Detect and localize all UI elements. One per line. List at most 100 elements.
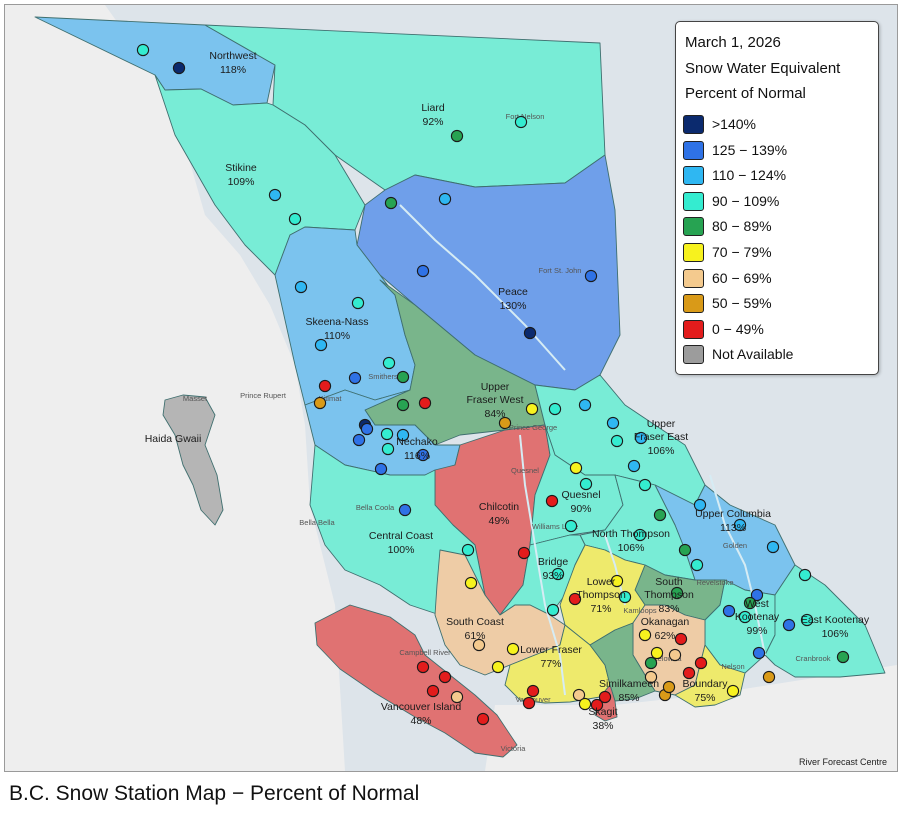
station-marker-peace[interactable]: [374, 462, 388, 476]
station-marker-nechako[interactable]: [416, 448, 430, 462]
station-marker-west-kootenay[interactable]: [743, 596, 757, 610]
station-marker-south-coast[interactable]: [464, 576, 478, 590]
station-marker-upper-fraser-east[interactable]: [634, 431, 648, 445]
region-similkameen[interactable]: [589, 622, 656, 702]
station-marker-lower-fraser[interactable]: [526, 684, 540, 698]
station-marker-upper-fraser-east[interactable]: [578, 398, 592, 412]
station-marker-central-coast[interactable]: [398, 503, 412, 517]
region-east-kootenay[interactable]: [764, 564, 886, 678]
station-marker-stikine[interactable]: [288, 212, 302, 226]
station-marker-okanagan[interactable]: [674, 632, 688, 646]
station-marker-bridge[interactable]: [568, 592, 582, 606]
station-marker-stikine[interactable]: [268, 188, 282, 202]
station-marker-upper-columbia[interactable]: [766, 540, 780, 554]
station-marker-quesnel[interactable]: [569, 461, 583, 475]
station-marker-lower-thompson[interactable]: [618, 590, 632, 604]
station-marker-quesnel[interactable]: [545, 494, 559, 508]
station-marker-nechako[interactable]: [380, 427, 394, 441]
region-vancouver-island[interactable]: [314, 604, 518, 758]
station-marker-nechako[interactable]: [360, 422, 374, 436]
town-label-kamloops: Kamloops: [623, 606, 657, 615]
station-marker-bridge[interactable]: [546, 603, 560, 617]
station-marker-skeena-nass[interactable]: [313, 396, 327, 410]
station-marker-south-thompson[interactable]: [690, 558, 704, 572]
town-label-campbell-river: Campbell River: [399, 648, 451, 657]
station-marker-okanagan[interactable]: [682, 666, 696, 680]
station-marker-similkameen[interactable]: [662, 680, 676, 694]
station-marker-quesnel[interactable]: [579, 477, 593, 491]
station-marker-west-kootenay[interactable]: [762, 670, 776, 684]
station-marker-upper-columbia[interactable]: [750, 588, 764, 602]
station-marker-lower-fraser[interactable]: [506, 642, 520, 656]
station-marker-upper-fraser-east[interactable]: [525, 402, 539, 416]
station-marker-upper-fraser-east[interactable]: [606, 416, 620, 430]
station-marker-north-thompson[interactable]: [638, 478, 652, 492]
station-marker-bridge[interactable]: [551, 567, 565, 581]
station-marker-skeena-nass[interactable]: [314, 338, 328, 352]
station-marker-skagit[interactable]: [590, 698, 604, 712]
station-marker-upper-columbia[interactable]: [733, 518, 747, 532]
station-marker-okanagan[interactable]: [644, 670, 658, 684]
station-marker-south-coast[interactable]: [491, 660, 505, 674]
station-marker-east-kootenay[interactable]: [836, 650, 850, 664]
station-marker-west-kootenay[interactable]: [738, 610, 752, 624]
station-marker-vancouver-island[interactable]: [476, 712, 490, 726]
station-marker-south-thompson[interactable]: [678, 543, 692, 557]
station-marker-stikine[interactable]: [384, 196, 398, 210]
station-marker-skagit[interactable]: [598, 690, 612, 704]
station-marker-nechako[interactable]: [352, 433, 366, 447]
station-marker-north-thompson[interactable]: [627, 459, 641, 473]
station-marker-north-thompson[interactable]: [633, 528, 647, 542]
station-marker-boundary[interactable]: [726, 684, 740, 698]
station-marker-vancouver-island[interactable]: [426, 684, 440, 698]
station-marker-east-kootenay[interactable]: [800, 613, 814, 627]
station-marker-similkameen[interactable]: [644, 656, 658, 670]
station-marker-lower-thompson[interactable]: [610, 574, 624, 588]
station-marker-peace[interactable]: [584, 269, 598, 283]
station-marker-upper-fraser-west[interactable]: [396, 398, 410, 412]
region-haida-gwaii[interactable]: [162, 394, 224, 526]
station-marker-east-kootenay[interactable]: [782, 618, 796, 632]
station-marker-liard[interactable]: [450, 129, 464, 143]
station-marker-central-coast[interactable]: [461, 543, 475, 557]
station-marker-south-thompson[interactable]: [670, 586, 684, 600]
station-marker-lower-fraser[interactable]: [572, 688, 586, 702]
station-marker-quesnel[interactable]: [564, 519, 578, 533]
station-marker-skeena-nass[interactable]: [348, 371, 362, 385]
station-marker-nechako[interactable]: [381, 442, 395, 456]
station-marker-west-kootenay[interactable]: [752, 646, 766, 660]
snow-map[interactable]: Fort Nelson Fort St. John Prince Rupert Mas…: [5, 5, 897, 771]
station-marker-okanagan[interactable]: [668, 648, 682, 662]
station-marker-skeena-nass[interactable]: [294, 280, 308, 294]
station-marker-vancouver-island[interactable]: [450, 690, 464, 704]
station-marker-northwest[interactable]: [136, 43, 150, 57]
station-marker-north-thompson[interactable]: [653, 508, 667, 522]
station-marker-chilcotin[interactable]: [517, 546, 531, 560]
station-marker-vancouver-island[interactable]: [438, 670, 452, 684]
station-marker-okanagan[interactable]: [638, 628, 652, 642]
station-marker-upper-fraser-west[interactable]: [498, 416, 512, 430]
station-marker-upper-fraser-west[interactable]: [418, 396, 432, 410]
station-marker-vancouver-island[interactable]: [416, 660, 430, 674]
station-marker-upper-fraser-west[interactable]: [396, 370, 410, 384]
station-marker-lower-fraser[interactable]: [522, 696, 536, 710]
station-marker-skeena-nass[interactable]: [382, 356, 396, 370]
station-marker-upper-fraser-east[interactable]: [610, 434, 624, 448]
station-marker-northwest[interactable]: [172, 61, 186, 75]
station-marker-liard[interactable]: [514, 115, 528, 129]
station-marker-stikine[interactable]: [438, 192, 452, 206]
station-marker-skeena-nass[interactable]: [318, 379, 332, 393]
station-marker-upper-fraser-east[interactable]: [548, 402, 562, 416]
station-marker-boundary[interactable]: [694, 656, 708, 670]
station-marker-peace[interactable]: [523, 326, 537, 340]
station-marker-skeena-nass[interactable]: [416, 264, 430, 278]
station-marker-okanagan[interactable]: [650, 646, 664, 660]
station-marker-skeena-nass[interactable]: [351, 296, 365, 310]
station-marker-lower-fraser[interactable]: [578, 697, 592, 711]
station-marker-upper-columbia[interactable]: [798, 568, 812, 582]
station-marker-south-coast[interactable]: [472, 638, 486, 652]
station-marker-upper-columbia[interactable]: [693, 498, 707, 512]
station-marker-west-kootenay[interactable]: [722, 604, 736, 618]
station-marker-nechako[interactable]: [396, 428, 410, 442]
region-label-vancouver-island: Vancouver Island: [381, 701, 462, 713]
